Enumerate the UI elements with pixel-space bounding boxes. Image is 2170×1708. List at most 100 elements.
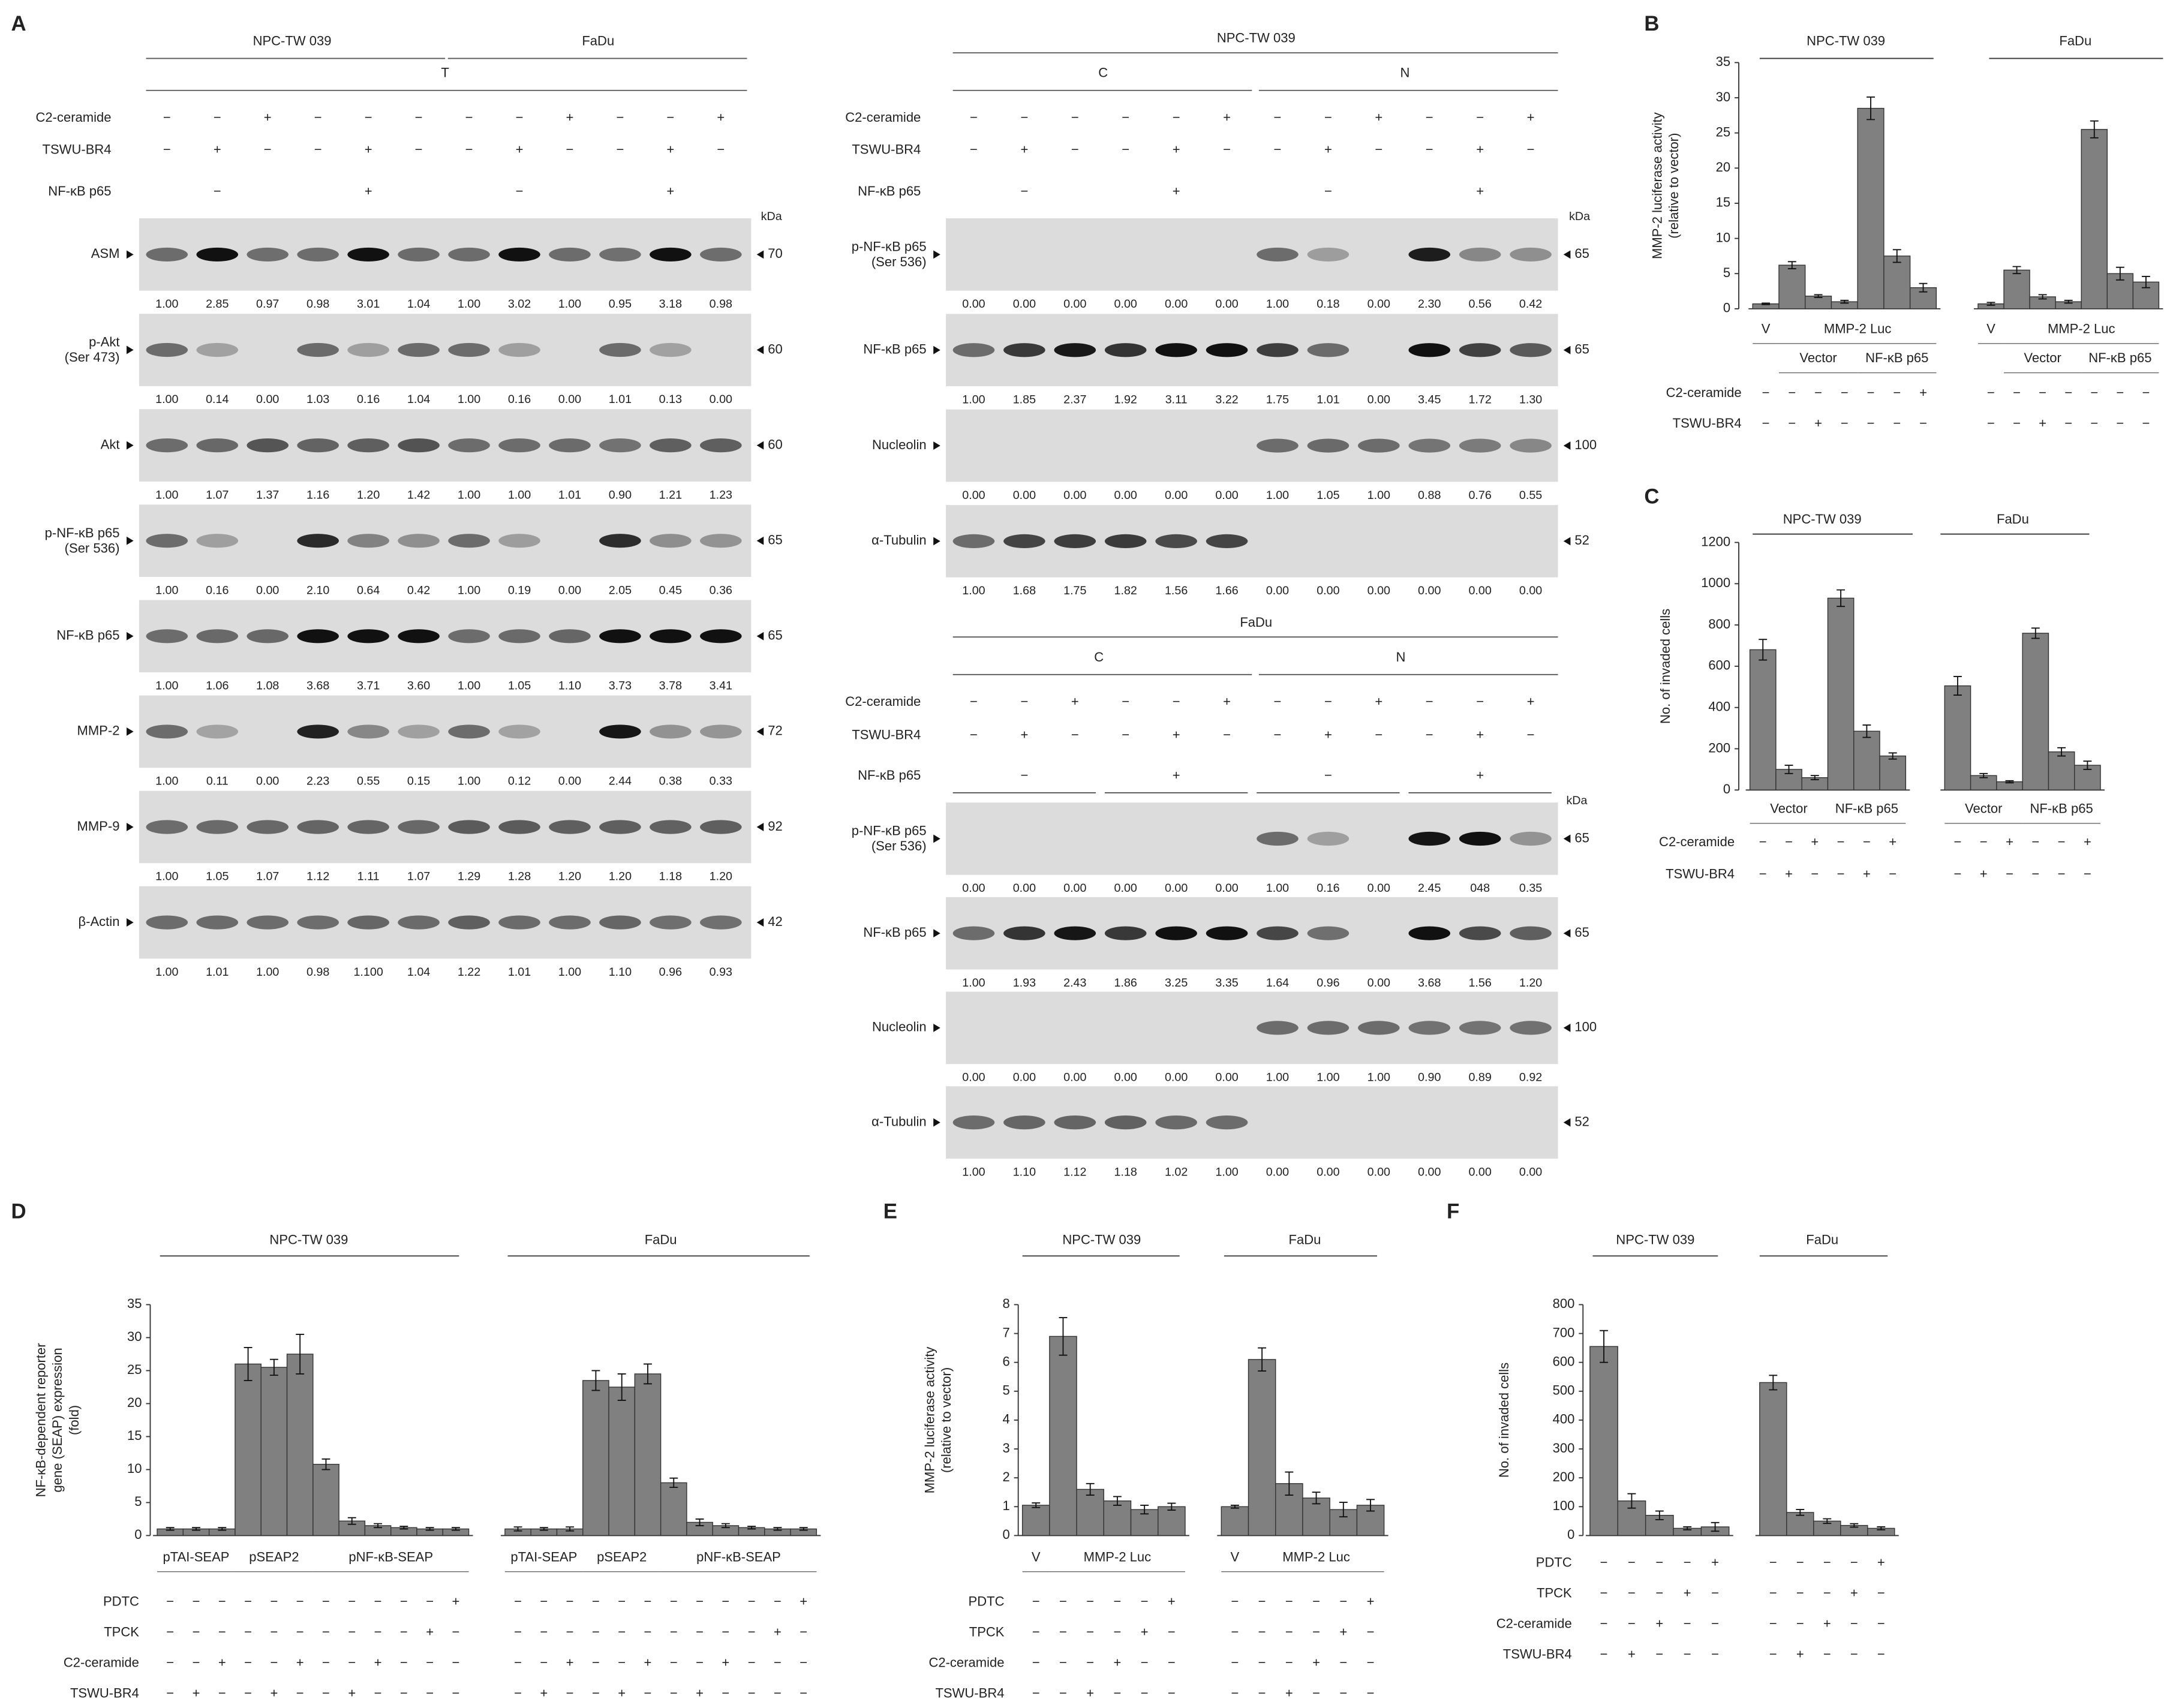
treatment-sign: −: [1020, 694, 1028, 709]
error-bar: [644, 1363, 652, 1385]
treatment-sign: −: [322, 1655, 330, 1670]
treatment-sign: −: [1312, 1594, 1320, 1609]
error-bar: [1787, 261, 1796, 269]
band: [398, 438, 440, 453]
treatment-sign: +: [717, 110, 725, 125]
y-axis-label: (fold): [67, 1405, 82, 1435]
y-tick-label: 6: [1003, 1354, 1010, 1369]
band: [952, 1115, 995, 1130]
band: [1459, 247, 1501, 262]
quant-value: 1.85: [1013, 393, 1036, 406]
treatment-sign: −: [244, 1686, 252, 1701]
treatment-sign: −: [2031, 867, 2039, 882]
band: [1206, 926, 1248, 940]
bar: [634, 1373, 662, 1536]
quant-value: 0.00: [1519, 584, 1542, 597]
treatment-sign: −: [1762, 416, 1770, 431]
header: FaDu: [582, 33, 614, 48]
treatment-sign: −: [193, 1625, 200, 1640]
treatment-sign: −: [722, 1594, 729, 1609]
treatment-sign: −: [322, 1625, 330, 1640]
treatment-sign: +: [296, 1655, 304, 1670]
band: [650, 629, 692, 643]
y-tick-label: 15: [127, 1428, 142, 1443]
group-label: Vector: [1965, 801, 2002, 816]
treatment-sign: +: [1168, 1594, 1176, 1609]
treatment-sign: +: [774, 1625, 782, 1640]
treatment-sign: −: [2142, 385, 2150, 400]
quant-value: 0.95: [609, 297, 632, 311]
quant-value: 1.00: [155, 488, 178, 501]
band: [1408, 438, 1451, 453]
error-bar: [1683, 1526, 1692, 1530]
treatment-sign: −: [1841, 416, 1849, 431]
band: [549, 629, 591, 643]
error-bar: [218, 1527, 227, 1531]
band: [1408, 926, 1451, 940]
treatment-label: C2-ceramide: [1666, 385, 1742, 400]
quant-value: 3.25: [1165, 976, 1188, 990]
treatment-sign: +: [193, 1686, 200, 1701]
quant-value: 3.68: [1418, 976, 1441, 990]
treatment-sign: +: [365, 184, 372, 199]
quant-value: 1.64: [1266, 976, 1289, 990]
treatment-sign: −: [592, 1686, 600, 1701]
treatment-label: TSWU-BR4: [70, 1686, 139, 1701]
y-tick-label: 300: [1553, 1441, 1575, 1456]
band: [700, 629, 742, 643]
quant-value: 0.33: [710, 775, 732, 788]
treatment-sign: +: [666, 184, 674, 199]
treatment-sign: +: [1141, 1625, 1149, 1640]
band: [498, 629, 540, 643]
header: N: [1400, 65, 1409, 80]
treatment-sign: −: [1867, 385, 1875, 400]
bar: [1827, 597, 1855, 791]
quant-value: 0.14: [206, 393, 229, 406]
treatment-sign: −: [1059, 1625, 1067, 1640]
quant-value: 0.00: [962, 297, 985, 311]
band: [1054, 343, 1096, 357]
group-label: MMP-2 Luc: [1282, 1549, 1350, 1564]
treatment-sign: −: [1032, 1655, 1040, 1670]
group-title: FaDu: [1806, 1232, 1838, 1247]
quant-value: 1.00: [1266, 882, 1289, 895]
error-bar: [1600, 1330, 1609, 1363]
error-bar: [747, 1526, 756, 1530]
y-axis-label: (relative to vector): [1666, 133, 1681, 239]
treatment-sign: −: [1071, 727, 1079, 742]
treatment-sign: −: [514, 1655, 522, 1670]
bar: [1103, 1500, 1132, 1536]
blot: [139, 218, 752, 291]
y-tick-label: 5: [134, 1494, 142, 1509]
arrow: [1563, 929, 1571, 938]
error-bar: [1711, 1521, 1720, 1532]
quant-value: 1.00: [458, 584, 480, 597]
treatment-sign: −: [666, 110, 674, 125]
error-bar: [1113, 1496, 1122, 1506]
blot-name: MMP-9: [77, 819, 120, 834]
treatment-sign: +: [1173, 768, 1180, 783]
treatment-sign: −: [1122, 142, 1129, 157]
quant-value: 2.37: [1063, 393, 1086, 406]
treatment-sign: −: [166, 1594, 174, 1609]
y-axis-label: MMP-2 luciferase activity: [922, 1347, 937, 1494]
quant-value: 0.00: [1215, 882, 1238, 895]
treatment-sign: +: [1113, 1655, 1121, 1670]
treatment-sign: −: [1141, 1655, 1149, 1670]
treatment-sign: +: [1476, 727, 1484, 742]
header: T: [441, 65, 449, 80]
band: [1104, 1115, 1147, 1130]
y-axis-label: gene (SEAP) expression: [50, 1348, 65, 1492]
bar: [1883, 255, 1911, 309]
error-bar: [1784, 765, 1793, 774]
quant-value: 1.00: [155, 870, 178, 883]
treatment-sign: −: [1032, 1686, 1040, 1701]
error-bar: [374, 1523, 383, 1529]
treatment-sign: +: [566, 1655, 574, 1670]
error-bar: [1167, 1502, 1176, 1511]
bar: [1589, 1346, 1618, 1536]
treatment-sign: −: [1122, 110, 1129, 125]
band: [1408, 343, 1451, 357]
band: [146, 534, 188, 548]
band: [650, 724, 692, 739]
